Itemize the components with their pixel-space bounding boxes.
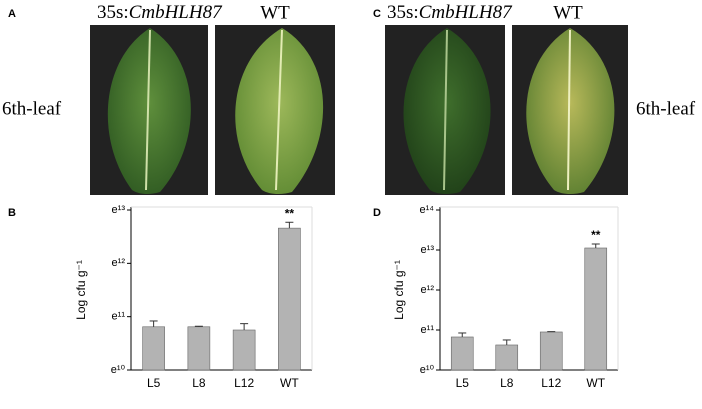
bar [495, 344, 519, 371]
x-tick-label: L8 [500, 376, 514, 390]
y-axis-label: Log cfu g⁻¹ [392, 260, 406, 320]
bar [539, 331, 563, 371]
photo-a-transgenic [90, 25, 208, 195]
bar [450, 336, 474, 371]
wt-label: WT [553, 2, 583, 23]
bar [232, 329, 256, 371]
x-tick-label: L5 [456, 376, 470, 390]
panel-letter: C [373, 8, 381, 20]
y-tick-label: e¹⁰ [420, 364, 435, 376]
x-tick-label: WT [586, 376, 605, 390]
genotype-prefix: 35s: [387, 2, 419, 23]
x-tick-label: L12 [541, 376, 561, 390]
y-tick-label: e¹⁰ [111, 364, 126, 376]
leaf-label: 6th-leaf [636, 98, 696, 119]
genotype-prefix: 35s: [97, 2, 129, 23]
photo-a-wt [215, 25, 335, 195]
y-tick-label: e¹³ [421, 244, 435, 256]
genotype-label: 35s:CmbHLH87 [97, 2, 223, 23]
bar [584, 247, 608, 371]
significance: ** [591, 228, 601, 242]
bar [187, 326, 211, 371]
y-axis-label: Log cfu g⁻¹ [74, 260, 88, 320]
x-tick-label: L8 [192, 376, 206, 390]
x-tick-label: L12 [234, 376, 254, 390]
panel-letter: A [8, 8, 16, 20]
bar [278, 227, 301, 371]
y-tick-label: e¹² [112, 257, 126, 269]
y-tick-label: e¹⁴ [419, 204, 434, 216]
x-tick-label: L5 [147, 376, 161, 390]
genotype-label: 35s:CmbHLH87 [387, 2, 513, 23]
y-tick-label: e¹¹ [112, 311, 126, 323]
x-tick-label: WT [280, 376, 299, 390]
panel-letter: B [8, 207, 16, 219]
bar [142, 326, 165, 371]
y-tick-label: e¹² [421, 284, 435, 296]
gene-name: CmbHLH87 [419, 2, 513, 23]
panel-letter: D [373, 207, 381, 219]
y-tick-label: e¹¹ [421, 324, 435, 336]
leaf-label: 6th-leaf [2, 98, 62, 119]
gene-name: CmbHLH87 [129, 2, 223, 23]
significance: ** [285, 206, 295, 220]
y-tick-label: e¹³ [112, 204, 126, 216]
photo-c-wt [512, 25, 628, 195]
wt-label: WT [260, 2, 290, 23]
photo-c-transgenic [385, 25, 505, 195]
